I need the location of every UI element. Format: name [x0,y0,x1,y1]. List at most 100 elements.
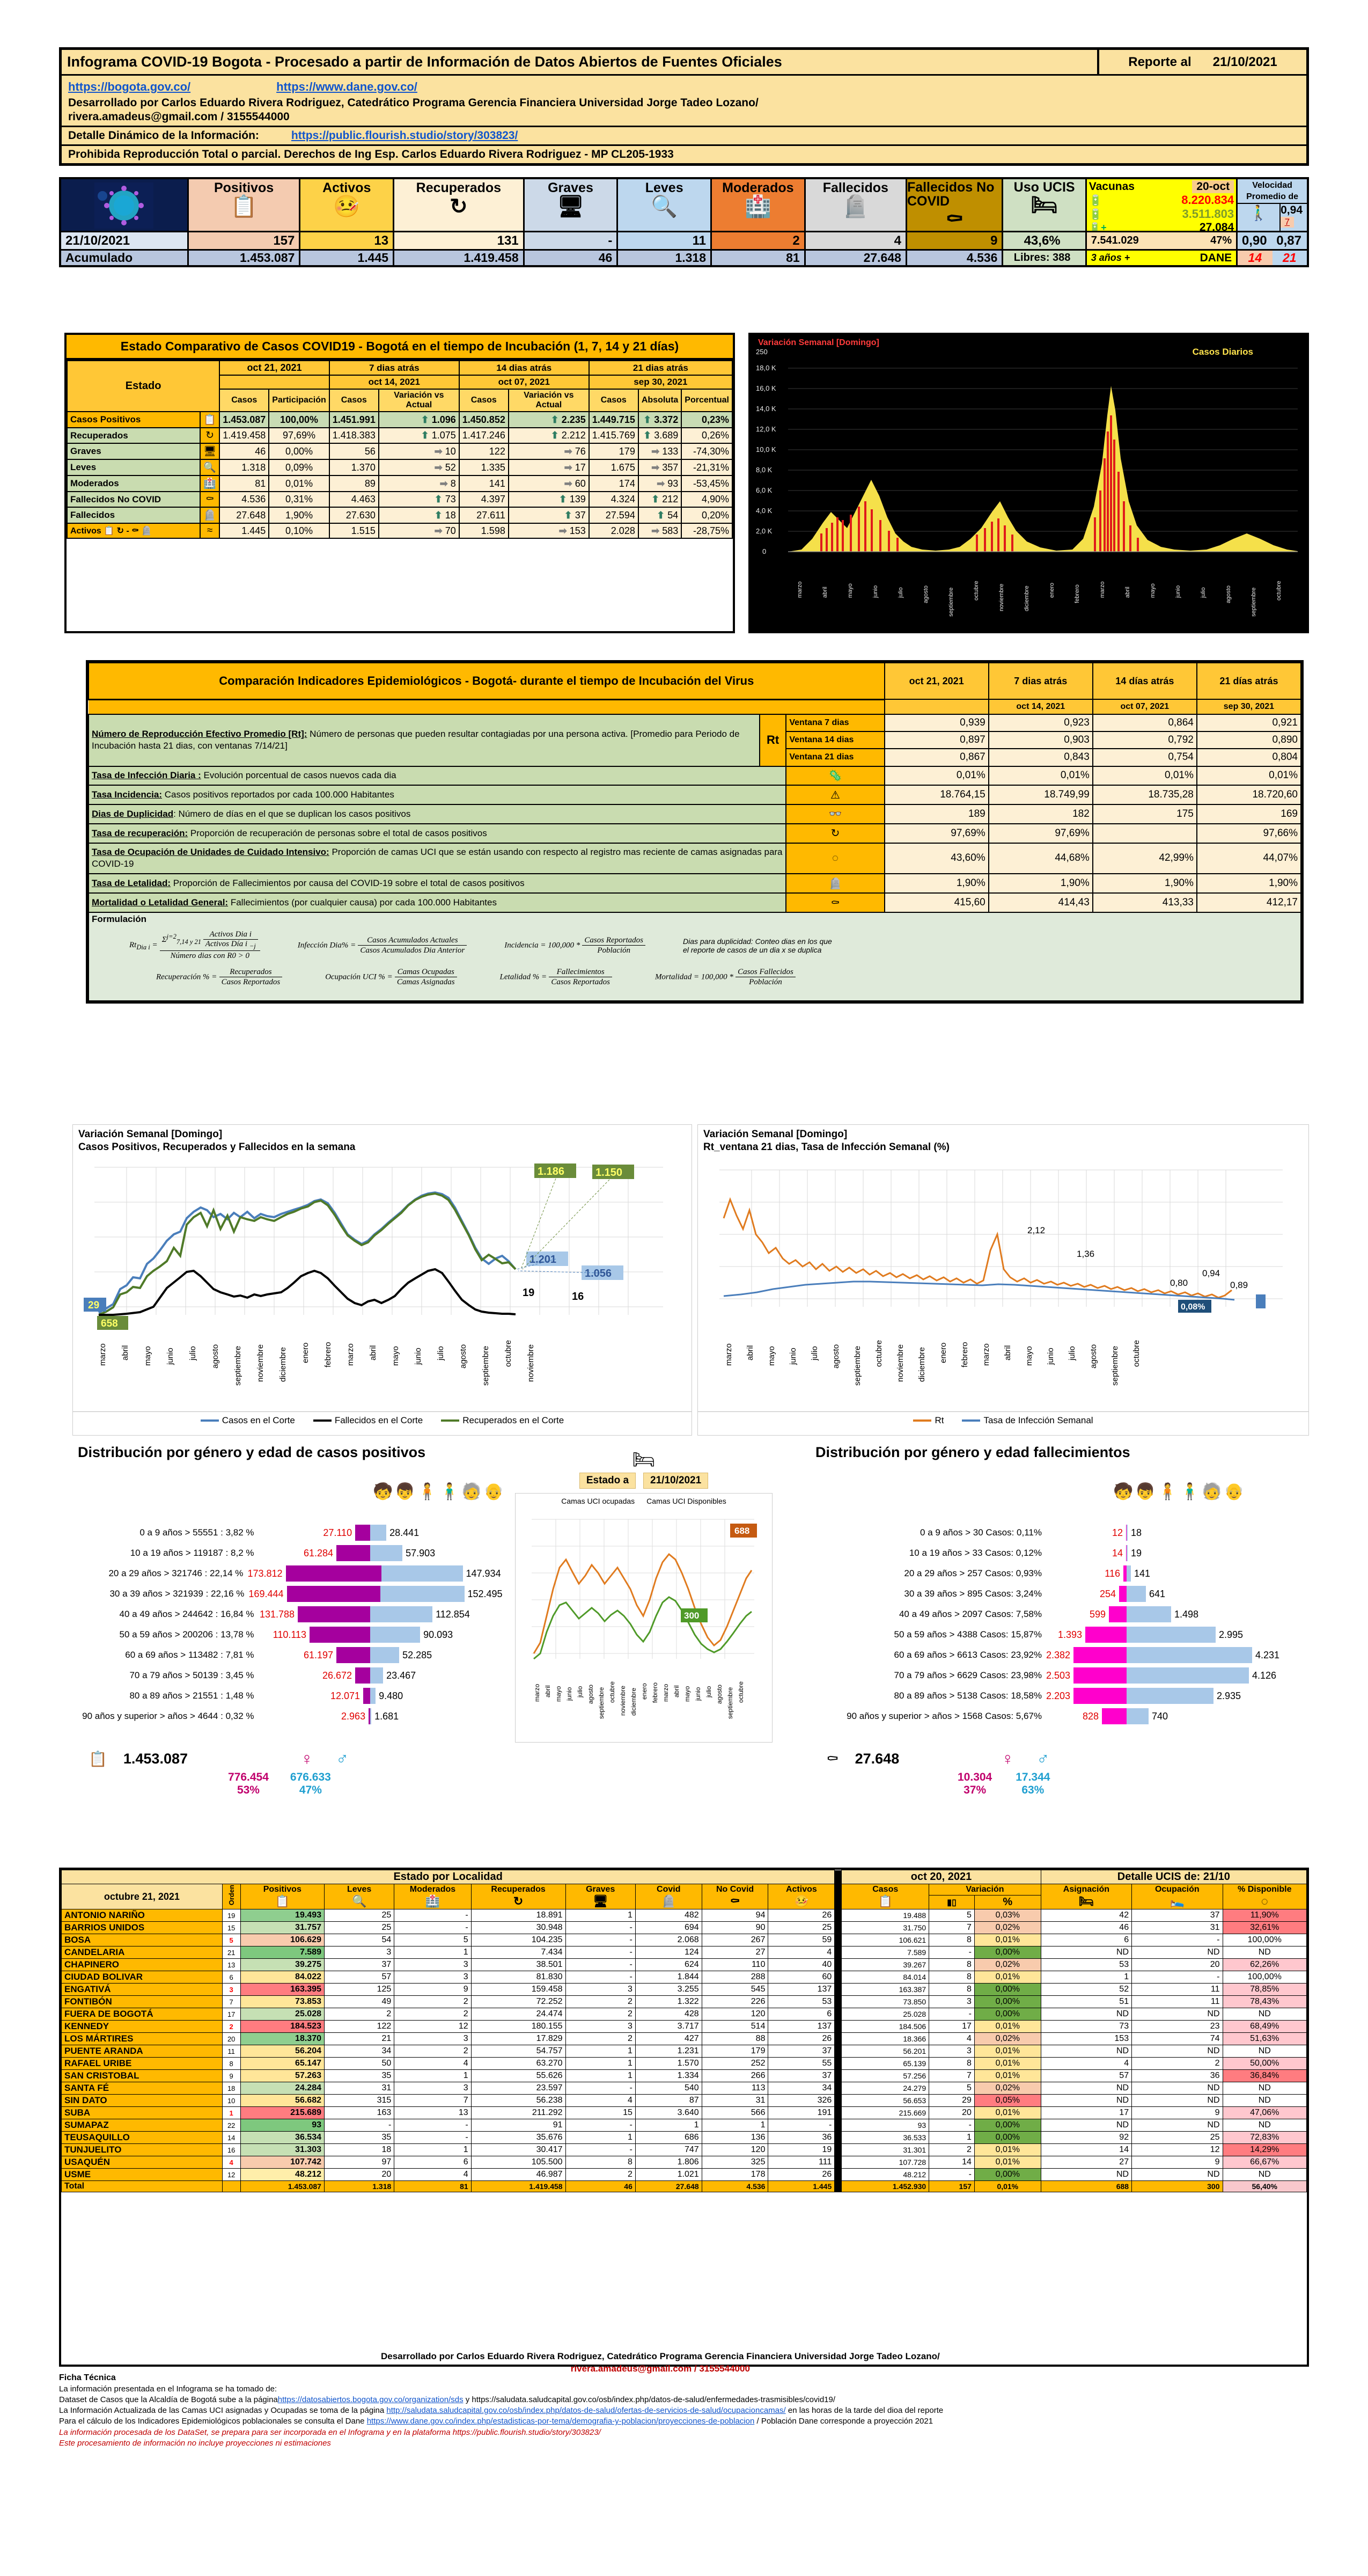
link-dane-proyecciones[interactable]: https://www.dane.gov.co/index.php/estadi… [366,2417,755,2426]
col-positivos: Positivos 📋 [240,1884,325,1909]
vacunas-first-dose: 8.220.834 [1181,193,1234,207]
comparativo-panel: Estado Comparativo de Casos COVID19 - Bo… [64,333,735,633]
loc-casos: 215.669 [841,2106,930,2119]
link-bogota-gov[interactable]: https://bogota.gov.co/ [68,80,191,93]
loc-disponible: 50,00% [1222,2057,1307,2070]
table-row[interactable]: FONTIBÓN 7 73.853 49 2 72.252 2 1.322 226 53 73.85… [61,1995,1307,2008]
table-row[interactable]: LOS MÁRTIRES 20 18.370 21 3 17.829 2 427 88 26 18.… [61,2032,1307,2045]
loc-variacion: - [929,2008,975,2021]
table-row[interactable]: USME 12 48.212 20 4 46.987 2 1.021 178 26 48.212-0… [61,2168,1307,2181]
loc-casos: 39.267 [841,1958,930,1971]
row-d21: 1.675 [588,459,639,476]
table-row[interactable]: PUENTE ARANDA 11 56.204 34 2 54.757 1 1.231 179 3… [61,2045,1307,2058]
loc-leves: 18 [323,2143,395,2156]
kpi-moderados-acc: 81 [712,249,804,265]
row-abs: 54 [667,509,679,521]
loc-recuperados: 35.676 [470,2131,566,2144]
table-row[interactable]: CANDELARIA 21 7.589 3 1 7.434-124 27 4 7.589-0,0… [61,1946,1307,1959]
link-datos-abiertos[interactable]: https://datosabiertos.bogota.gov.co/orga… [277,2395,464,2404]
loc-nocovid: 267 [701,1934,769,1946]
sub-porcentual: Porcentual [681,389,733,412]
table-row[interactable]: SUBA 1 215.689 163 13 211.292 15 3.640 566 191 215… [61,2106,1307,2119]
kpi-ucis-label: Uso UCIS [1013,180,1075,195]
svg-text:mayo: mayo [847,583,854,598]
total-variacion-pct: 0,01% [974,2180,1041,2192]
casos-total-f-pct: 53% [237,1784,260,1797]
loc-moderados: - [394,2119,472,2132]
loc-name: TUNJUELITO [61,2143,223,2156]
row-d7: 4.463 [328,491,379,508]
svg-text:enero: enero [301,1342,310,1363]
row-casos: 81 [219,475,270,492]
loc-asignacion: 14 [1040,2143,1132,2156]
svg-text:250: 250 [756,348,768,356]
table-row[interactable]: CHAPINERO 13 39.275 37 3 38.501-624 110 40 39.26… [61,1958,1307,1971]
loc-nocovid: 120 [701,2008,769,2021]
link-flourish-story[interactable]: https://public.flourish.studio/story/303… [291,129,518,142]
table-row[interactable]: BOSA 5 106.629 54 5 104.235-2.068 267 59 106.621… [61,1934,1307,1946]
loc-name: TEUSAQUILLO [61,2131,223,2144]
svg-text:abril: abril [1003,1345,1012,1360]
return-arrow-icon: ↻ [450,195,468,218]
arrow-flat-icon: ➡ [564,462,572,473]
svg-text:enero: enero [641,1683,648,1700]
formula-incidencia: Incidencia = 100,000 * Casos Reportados P… [504,935,645,955]
table-row[interactable]: CIUDAD BOLIVAR 6 84.022 57 3 81.830-1.844 288 6… [61,1971,1307,1984]
table-row[interactable]: SAN CRISTOBAL 9 57.263 35 1 55.626 1 1.334 266 37… [61,2069,1307,2082]
ind-rt-rest: Número de personas que pueden resultar c… [92,729,740,751]
loc-recuperados: 18.891 [470,1909,566,1922]
loc-name: BOSA [61,1934,223,1946]
svg-text:29: 29 [88,1300,99,1311]
loc-covid: 540 [635,2082,702,2095]
ind-col-0-date: oct 21, 2021 [884,662,989,700]
row-d14: 1.417.246 [458,427,509,444]
loc-casos: 57.256 [841,2069,930,2082]
col-recuperados: Recuperados ↻ [470,1884,566,1909]
table-row[interactable]: SANTA FÉ 18 24.284 31 3 23.597-540 113 34 24.279… [61,2082,1307,2095]
loc-activos: 137 [768,2020,835,2033]
loc-covid: 1.334 [635,2069,702,2082]
ind-col-2-date: oct 07, 2021 [1092,699,1197,715]
loc-orden: 7 [222,1995,241,2008]
list-item: 70 a 79 años > 6629 Casos: 23,98% 2.503 … [794,1665,1309,1686]
table-row[interactable]: SIN DATO 10 56.682 315 7 56.238 4 87 31 326 56.653… [61,2094,1307,2107]
table-row[interactable]: ENGATIVÁ 3 163.395 125 9 159.458 3 3.255 545 137 1… [61,1983,1307,1996]
loc-covid: 1.021 [635,2168,702,2181]
link-dane-gov[interactable]: https://www.dane.gov.co/ [276,80,417,93]
divider [834,1958,842,1971]
loc-casos: 65.139 [841,2057,930,2070]
row-pct: 0,23% [681,411,733,428]
rt-label: Rt [759,713,787,767]
loc-leves: 315 [323,2094,395,2107]
loc-ocupacion: 11 [1131,1983,1223,1996]
row-d7: 89 [328,475,379,492]
total-leves: 1.318 [323,2180,395,2192]
table-row[interactable]: ANTONIO NARIÑO 19 19.493 25-18.891 1 482 94 26 1… [61,1909,1307,1922]
period-1-label: 7 dias atrás [328,360,460,376]
table-row[interactable]: USAQUÉN 4 107.742 97 6 105.500 8 1.806 325 111 107… [61,2156,1307,2169]
loc-covid: 624 [635,1958,702,1971]
gauge-icon: ◌ [1261,1894,1268,1908]
loc-positivos: 57.263 [240,2069,325,2082]
magnifier-icon: 🔍 [651,195,678,218]
loc-casos: 48.212 [841,2168,930,2181]
table-row[interactable]: RAFAEL URIBE 8 65.147 50 4 63.270 1 1.570 252 55 6… [61,2057,1307,2070]
table-row[interactable]: TEUSAQUILLO 14 36.534 35-35.676 1 686 136 36 36.… [61,2131,1307,2144]
svg-text:mayo: mayo [555,1686,562,1702]
sub-variacion-1: Variación vs Actual [378,389,460,412]
loc-moderados: 3 [394,2032,472,2045]
svg-text:1.056: 1.056 [585,1268,612,1279]
table-row[interactable]: KENNEDY 2 184.523 122 12 180.155 3 3.717 514 137 1… [61,2020,1307,2033]
loc-name: SUBA [61,2106,223,2119]
total-positivos: 1.453.087 [240,2180,325,2192]
svg-text:junio: junio [166,1348,175,1365]
row-v7: 8 [450,478,456,489]
link-saludata-camas[interactable]: http://saludata.saludcapital.gov.co/osb/… [386,2406,786,2416]
table-row[interactable]: FUERA DE BOGOTÁ 17 25.028 2 2 24.474 2 428 120 6 2… [61,2008,1307,2021]
table-row[interactable]: BARRIOS UNIDOS 15 31.757 25-30.948-694 90 25 3… [61,1921,1307,1934]
table-row[interactable]: TUNJUELITO 16 31.303 18 1 30.417-747 120 19 31.3… [61,2143,1307,2156]
table-row[interactable]: SUMAPAZ 22 93- -91-1 1-93-0,00% ND ND ND [61,2119,1307,2132]
list-item: 90 años y superior > años > 4644 : 0,32 … [72,1706,555,1726]
loc-nocovid: 179 [701,2045,769,2058]
svg-text:14,0 K: 14,0 K [756,405,776,413]
